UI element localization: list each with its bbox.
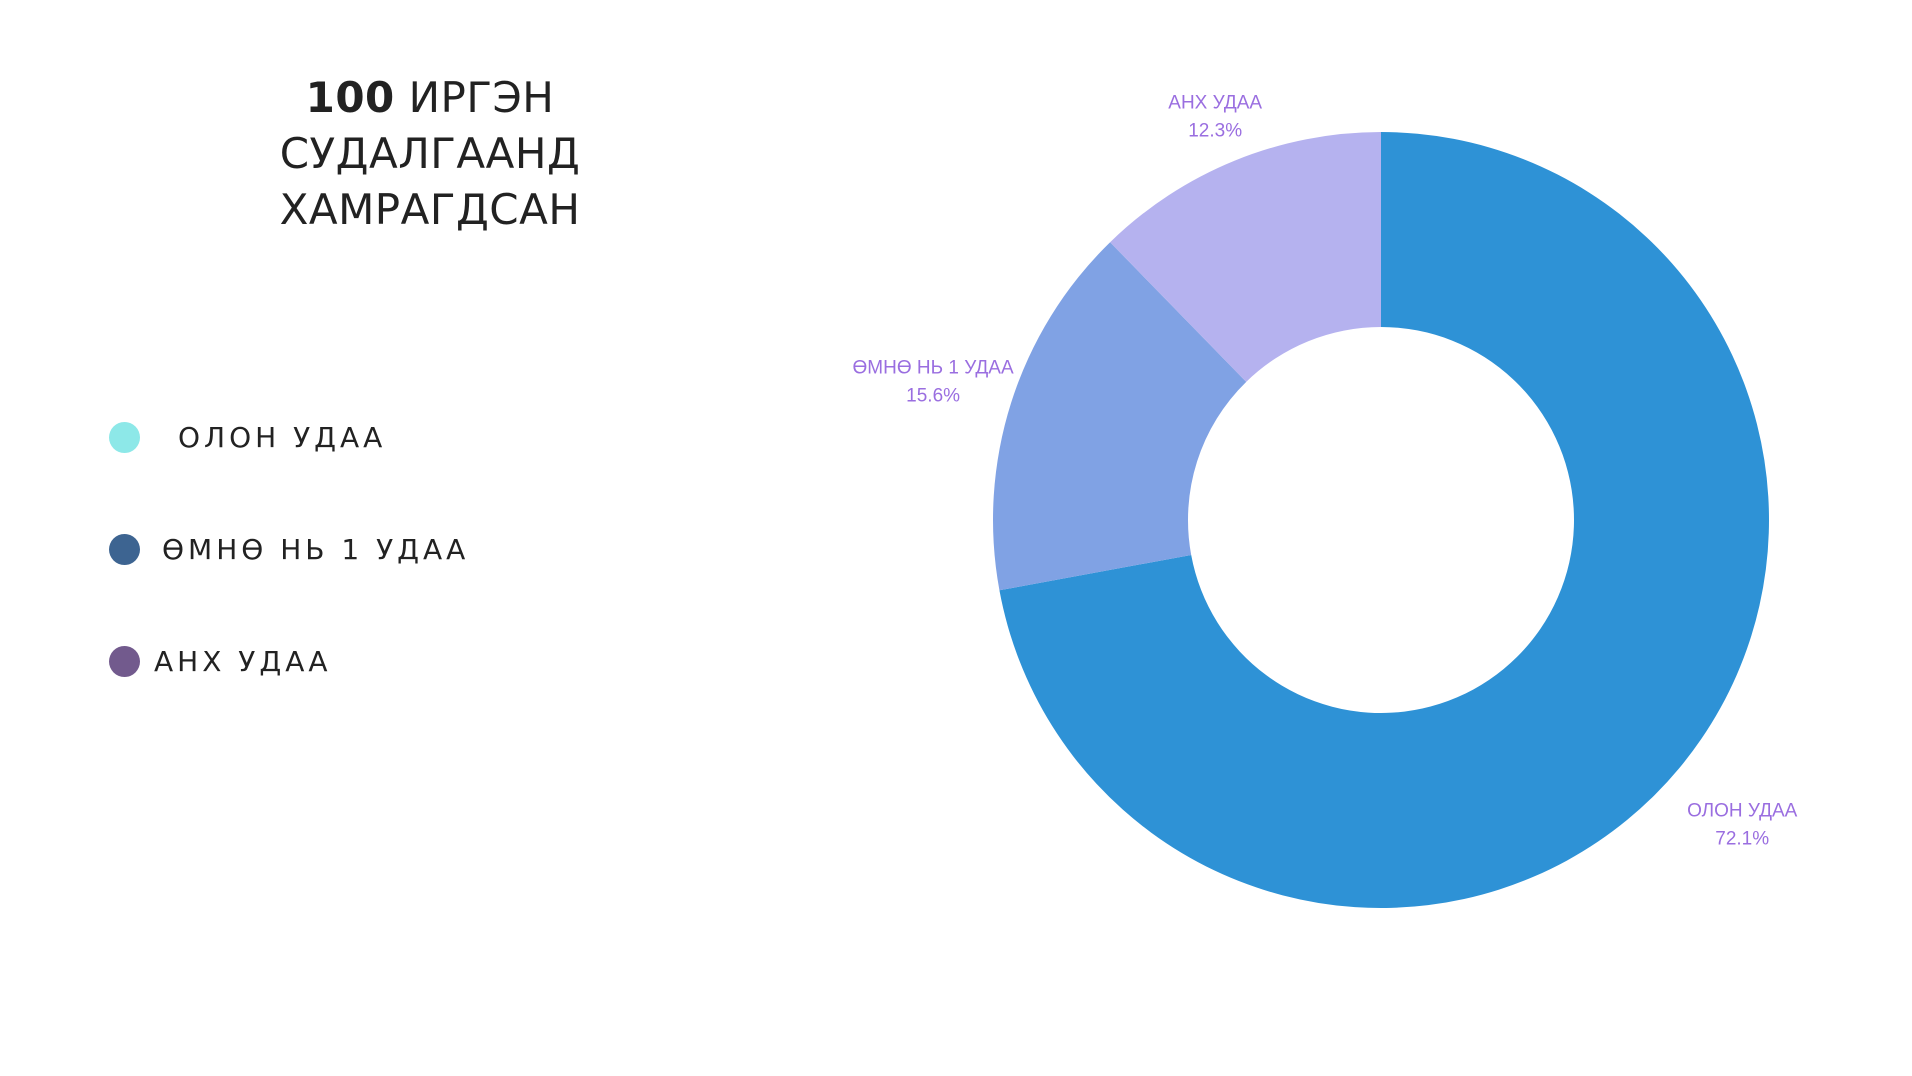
legend-item-omno-ni-1-udaa: ӨМНӨ НЬ 1 УДАА [109, 529, 469, 569]
slice-value-olon-udaa: 72.1% [1715, 829, 1769, 850]
title-line2: ХАМРАГДСАН [279, 185, 581, 234]
donut-slice-olon-udaa [999, 132, 1769, 908]
title-number: 100 [305, 73, 395, 122]
legend-dot-icon [109, 533, 140, 565]
slice-label-anh-udaa: АНХ УДАА [1168, 92, 1262, 113]
legend-item-olon-udaa: ОЛОН УДАА [109, 417, 386, 457]
legend-label: ОЛОН УДАА [178, 420, 387, 454]
slice-label-olon-udaa: ОЛОН УДАА [1687, 801, 1798, 822]
title-line1: ИРГЭН СУДАЛГААНД [279, 73, 581, 178]
slice-value-anh-udaa: 12.3% [1188, 120, 1242, 141]
donut-slice-omno-ni-1-udaa [993, 242, 1247, 591]
donut-slice-anh-udaa [1110, 132, 1381, 382]
chart-title: 100 ИРГЭН СУДАЛГААНД ХАМРАГДСАН [150, 70, 710, 238]
legend-label: АНХ УДАА [154, 644, 332, 678]
legend-label: ӨМНӨ НЬ 1 УДАА [162, 532, 470, 566]
slice-value-omno-ni-1-udaa: 15.6% [906, 386, 960, 407]
slice-label-omno-ni-1-udaa: ӨМНӨ НЬ 1 УДАА [853, 358, 1014, 379]
legend-dot-icon [109, 421, 140, 453]
donut-slices [993, 132, 1769, 908]
legend-dot-icon [109, 645, 140, 677]
slice-labels: ОЛОН УДАА 72.1% ӨМНӨ НЬ 1 УДАА 15.6% АНХ УДА… [853, 92, 1798, 849]
legend-item-anh-udaa: АНХ УДАА [109, 641, 332, 681]
